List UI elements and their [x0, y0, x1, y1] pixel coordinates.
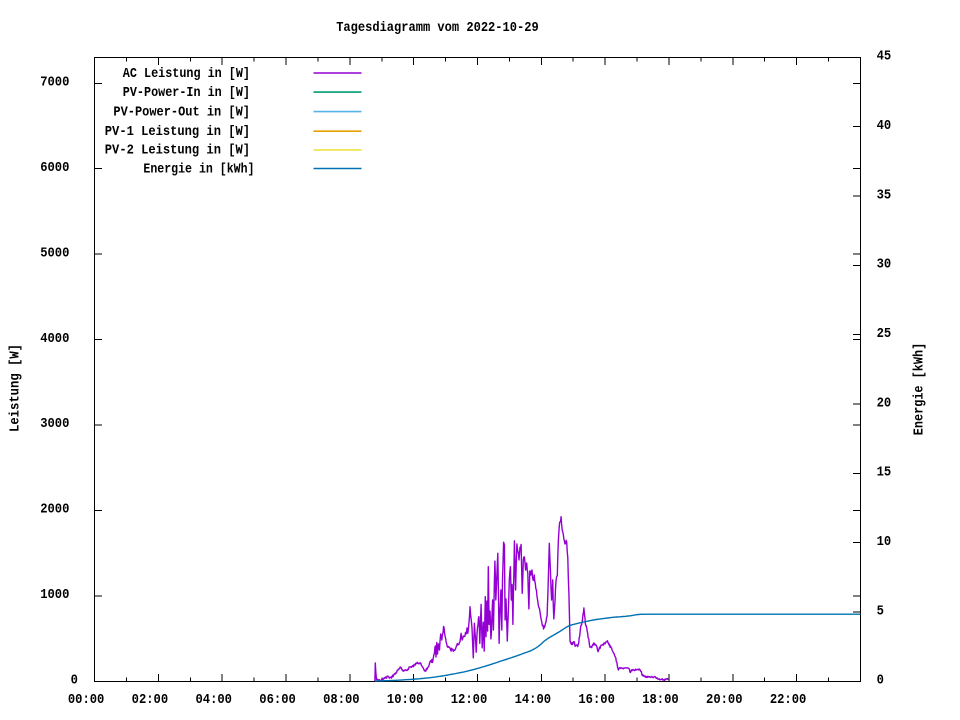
svg-text:10: 10: [877, 535, 892, 550]
svg-text:12:00: 12:00: [451, 693, 488, 708]
svg-text:3000: 3000: [40, 417, 69, 432]
svg-text:40: 40: [877, 119, 892, 134]
svg-text:PV-Power-Out in [W]: PV-Power-Out in [W]: [113, 105, 250, 120]
svg-text:16:00: 16:00: [578, 693, 615, 708]
svg-text:Energie [kWh]: Energie [kWh]: [913, 343, 928, 436]
svg-text:20: 20: [877, 396, 892, 411]
svg-text:6000: 6000: [40, 161, 69, 176]
svg-text:1000: 1000: [40, 588, 69, 603]
svg-text:5: 5: [877, 604, 884, 619]
svg-text:7000: 7000: [40, 76, 69, 91]
svg-text:06:00: 06:00: [259, 693, 296, 708]
svg-text:PV-Power-In in [W]: PV-Power-In in [W]: [123, 86, 250, 101]
svg-text:PV-1 Leistung in [W]: PV-1 Leistung in [W]: [105, 125, 250, 140]
svg-text:Energie in [kWh]: Energie in [kWh]: [143, 162, 254, 177]
svg-text:04:00: 04:00: [195, 693, 232, 708]
svg-text:4000: 4000: [40, 332, 69, 347]
svg-text:Leistung [W]: Leistung [W]: [8, 344, 23, 432]
svg-text:02:00: 02:00: [132, 693, 169, 708]
svg-text:Tagesdiagramm vom 2022-10-29: Tagesdiagramm vom 2022-10-29: [336, 21, 539, 36]
svg-text:25: 25: [877, 327, 892, 342]
svg-text:35: 35: [877, 188, 892, 203]
svg-text:PV-2 Leistung in [W]: PV-2 Leistung in [W]: [105, 144, 250, 159]
svg-text:00:00: 00:00: [68, 693, 105, 708]
svg-text:2000: 2000: [40, 503, 69, 518]
svg-text:20:00: 20:00: [706, 693, 743, 708]
svg-text:AC Leistung in [W]: AC Leistung in [W]: [123, 67, 250, 82]
svg-text:45: 45: [877, 50, 892, 65]
svg-text:22:00: 22:00: [770, 693, 807, 708]
svg-text:0: 0: [71, 673, 78, 688]
svg-text:10:00: 10:00: [387, 693, 424, 708]
svg-text:5000: 5000: [40, 246, 69, 261]
svg-text:30: 30: [877, 258, 892, 273]
svg-text:15: 15: [877, 466, 892, 481]
svg-text:14:00: 14:00: [515, 693, 552, 708]
svg-text:08:00: 08:00: [323, 693, 360, 708]
svg-text:0: 0: [877, 674, 884, 689]
svg-text:18:00: 18:00: [642, 693, 679, 708]
